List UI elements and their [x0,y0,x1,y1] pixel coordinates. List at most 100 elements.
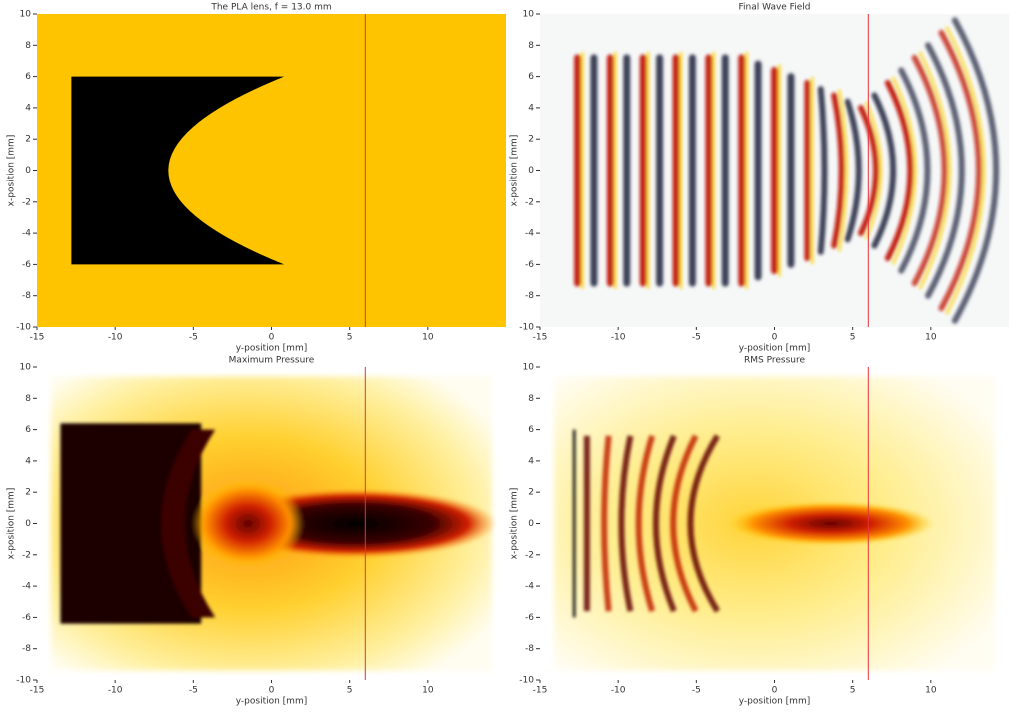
y-tick-label: -6 [22,613,31,623]
y-tick-label: -6 [525,260,534,270]
y-axis-label: x-position [mm] [510,488,520,560]
max-field [60,423,497,624]
y-tick-label: 0 [25,519,31,529]
y-tick-label: -2 [525,550,534,560]
panel-title: RMS Pressure [744,356,805,366]
plot-area [51,376,497,671]
wave-front-edge [864,101,883,240]
y-tick-label: 2 [25,488,31,498]
rms-front [601,435,612,612]
x-tick-label: -5 [189,686,198,696]
plot-area [37,14,506,327]
lens-edge [161,429,216,618]
x-tick-label: 5 [850,686,856,696]
x-axis-label: y-position [mm] [739,344,810,354]
wave-front [817,86,828,255]
wave-front [884,79,914,262]
y-tick-label: -8 [525,291,534,301]
x-tick-label: 0 [269,686,275,696]
x-tick-label: 5 [347,333,353,343]
y-tick-label: -10 [16,676,31,686]
y-tick-label: -4 [22,229,31,239]
y-tick-label: -4 [525,229,534,239]
wave-front [857,104,879,237]
x-tick-label: 10 [422,333,434,343]
y-tick-label: -2 [22,550,31,560]
y-tick-label: 8 [528,41,534,51]
y-axis-label: x-position [mm] [7,135,17,207]
x-axis-label: y-position [mm] [739,697,810,707]
wave-fronts [574,17,1000,324]
y-tick-label: 2 [25,135,31,145]
rms-front [687,434,721,613]
y-tick-label: 4 [528,456,534,466]
wave-front [938,29,982,312]
y-tick-label: 10 [20,10,32,20]
wave-front-edge [918,51,952,290]
y-tick-label: -4 [22,582,31,592]
x-tick-label: 5 [850,333,856,343]
y-tick-label: 10 [20,363,32,373]
y-tick-label: -8 [22,291,31,301]
y-tick-label: 0 [528,519,534,529]
wave-front-edge [837,89,849,252]
x-tick-label: -5 [692,333,701,343]
y-tick-label: 0 [528,166,534,176]
x-tick-label: -10 [611,333,626,343]
y-tick-label: -6 [525,613,534,623]
y-tick-label: -8 [525,644,534,654]
wave-front [925,42,965,299]
x-tick-label: -15 [533,333,548,343]
x-tick-label: -10 [611,686,626,696]
y-tick-label: 2 [528,135,534,145]
y-tick-label: 10 [523,363,535,373]
rms-front [670,434,699,613]
x-tick-label: -5 [189,333,198,343]
wave-front [898,67,931,274]
wave-front [911,54,948,287]
y-tick-label: -4 [525,582,534,592]
y-tick-label: 10 [523,10,535,20]
wave-front [871,92,897,249]
x-tick-label: -15 [533,686,548,696]
y-tick-label: 2 [528,488,534,498]
y-tick-label: 0 [25,166,31,176]
wave-front-edge [891,76,917,265]
plot-area [554,376,995,671]
x-tick-label: 5 [347,686,353,696]
wave-front-edge [945,26,986,315]
x-tick-label: -15 [30,686,45,696]
panel-title: Maximum Pressure [229,356,315,366]
panel-title: The PLA lens, f = 13.0 mm [210,3,331,13]
y-tick-label: 4 [25,103,31,113]
y-tick-label: 6 [25,72,31,82]
y-tick-label: -10 [519,323,534,333]
x-tick-label: 0 [269,333,275,343]
y-tick-label: 4 [528,103,534,113]
wave-front [844,98,862,243]
x-tick-label: 10 [925,686,937,696]
near-field [191,479,305,568]
y-axis-label: x-position [mm] [7,488,17,560]
x-axis-label: y-position [mm] [236,697,307,707]
y-tick-label: 8 [528,394,534,404]
panel-title: Final Wave Field [739,3,811,13]
y-tick-label: 8 [25,41,31,51]
y-tick-label: 6 [528,425,534,435]
x-tick-label: 10 [422,686,434,696]
focus [727,501,934,546]
rms-front [635,434,656,613]
y-tick-label: 6 [25,425,31,435]
rms-front [618,435,634,612]
plot-area [540,14,1009,327]
wave-front [831,92,845,249]
y-tick-label: -8 [22,644,31,654]
x-tick-label: 0 [772,333,778,343]
x-tick-label: 0 [772,686,778,696]
y-tick-label: 6 [528,72,534,82]
x-tick-label: -10 [108,333,123,343]
lens-shape [71,76,285,265]
y-tick-label: 4 [25,456,31,466]
x-tick-label: -5 [692,686,701,696]
